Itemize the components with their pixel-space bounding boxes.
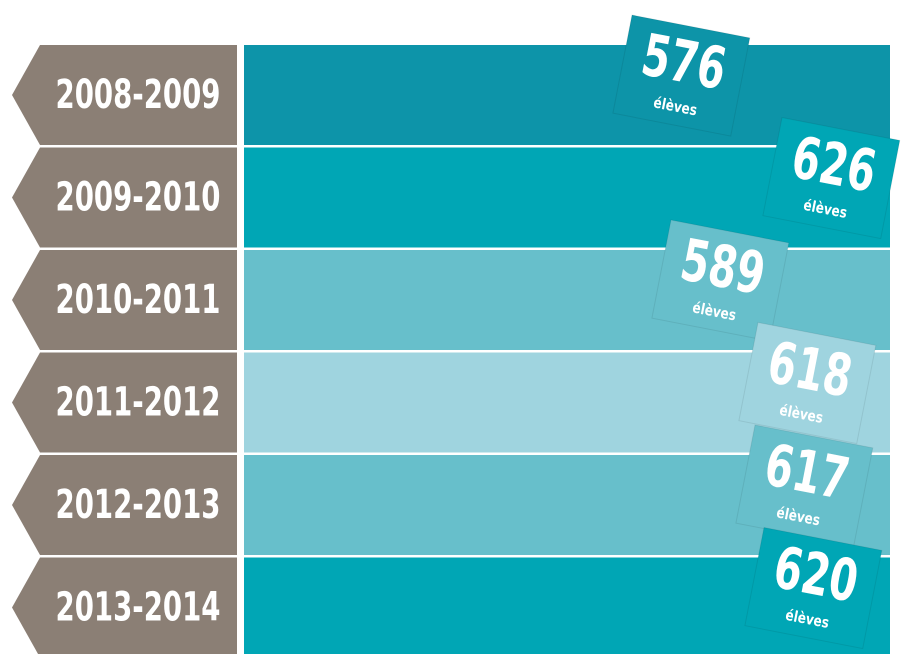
value-label: 617 [759, 431, 854, 514]
category-tag [12, 455, 237, 555]
bar [244, 45, 640, 145]
category-label: 2010-2011 [56, 277, 221, 323]
category-label: 2011-2012 [56, 380, 221, 426]
bar [244, 352, 766, 453]
value-tag-bg [738, 321, 877, 445]
category-label: 2012-2013 [56, 482, 221, 528]
bar [244, 557, 772, 654]
category-tag [12, 45, 237, 145]
category-tag [12, 557, 237, 654]
bar [244, 250, 679, 350]
value-tag-bg [651, 219, 790, 342]
category-label: 2013-2014 [56, 585, 221, 631]
category-label: 2009-2010 [56, 175, 221, 221]
value-label: 626 [786, 123, 881, 206]
bar [244, 455, 763, 555]
value-tag-bg [612, 14, 751, 137]
category-tag [12, 352, 237, 453]
category-tag [12, 147, 237, 248]
value-label: 576 [636, 21, 731, 104]
value-tag-bg [762, 116, 901, 240]
value-label: 618 [762, 328, 857, 411]
value-label: 589 [675, 226, 770, 309]
value-tag-bg [744, 526, 883, 650]
value-label: 620 [768, 533, 863, 616]
category-tag [12, 250, 237, 350]
category-label: 2008-2009 [56, 72, 221, 118]
